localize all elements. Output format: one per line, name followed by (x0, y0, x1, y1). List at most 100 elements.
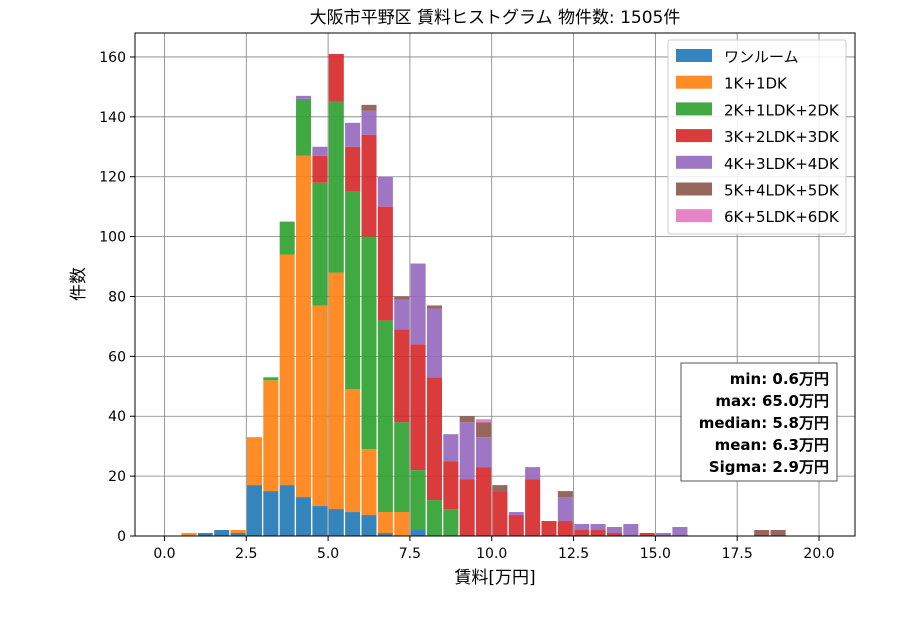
legend-label: 5K+4LDK+5DK (724, 182, 840, 200)
bar-segment-series-5-bin-20 (492, 485, 508, 492)
bar-segment-series-0-bin-2 (197, 533, 213, 536)
bar-segment-series-4-bin-24 (557, 497, 573, 522)
bar-segment-series-1-bin-6 (263, 380, 279, 492)
bar-segment-series-4-bin-11 (345, 122, 361, 147)
x-tick-label: 0.0 (153, 546, 175, 562)
bar-segment-series-5-bin-37 (770, 530, 786, 536)
y-tick-label: 140 (99, 110, 126, 126)
bar-segment-series-2-bin-11 (345, 191, 361, 390)
bar-segment-series-5-bin-16 (426, 305, 442, 309)
bar-segment-series-4-bin-19 (476, 437, 492, 468)
bar-segment-series-0-bin-10 (328, 509, 344, 536)
y-tick-label: 120 (99, 170, 126, 186)
legend-swatch (676, 155, 712, 169)
bar-segment-series-0-bin-7 (279, 485, 295, 536)
legend-label: 1K+1DK (724, 75, 788, 93)
bar-segment-series-3-bin-25 (574, 530, 590, 536)
x-tick-label: 7.5 (399, 546, 421, 562)
legend-swatch (676, 209, 712, 223)
bar-segment-series-4-bin-25 (574, 524, 590, 531)
bar-segment-series-5-bin-12 (361, 104, 377, 111)
bar-segment-series-3-bin-14 (394, 329, 410, 423)
bar-segment-series-4-bin-28 (623, 524, 639, 536)
x-tick-label: 17.5 (722, 546, 753, 562)
bar-segment-series-4-bin-21 (508, 512, 524, 516)
bar-segment-series-4-bin-18 (459, 422, 475, 480)
bar-segment-series-5-bin-24 (557, 491, 573, 498)
legend: ワンルーム 1K+1DK 2K+1LDK+2DK 3K+2LDK+3DK 4K+3LDK… (667, 39, 847, 235)
bar-segment-series-3-bin-23 (541, 521, 557, 536)
bar-segment-series-3-bin-13 (377, 206, 393, 321)
legend-frame (667, 39, 847, 235)
bar-segment-series-1-bin-8 (296, 155, 312, 498)
bar-segment-series-5-bin-36 (754, 530, 770, 536)
y-axis-ticks: 0 20 40 60 80 100 120 140 160 (99, 50, 135, 545)
bar-segment-series-3-bin-19 (476, 467, 492, 536)
bar-segment-series-3-bin-18 (459, 479, 475, 536)
bar-segment-series-4-bin-26 (590, 524, 606, 531)
bar-segment-series-5-bin-18 (459, 416, 475, 423)
bar-segment-series-0-bin-6 (263, 491, 279, 536)
legend-label: 3K+2LDK+3DK (724, 128, 840, 146)
bar-segment-series-2-bin-9 (312, 182, 328, 306)
bar-segment-series-0-bin-11 (345, 512, 361, 536)
bar-segment-series-4-bin-15 (410, 263, 426, 345)
bar-segment-series-3-bin-9 (312, 155, 328, 183)
bar-segment-series-0-bin-13 (377, 533, 393, 536)
x-tick-label: 20.0 (803, 546, 834, 562)
legend-items: ワンルーム 1K+1DK 2K+1LDK+2DK 3K+2LDK+3DK 4K+3LDK… (676, 48, 840, 226)
bar-segment-series-3-bin-20 (492, 491, 508, 536)
bar-segment-series-1-bin-10 (328, 272, 344, 510)
bar-segment-series-2-bin-14 (394, 422, 410, 513)
bar-segment-series-1-bin-4 (230, 530, 246, 534)
y-tick-label: 80 (108, 289, 126, 305)
bar-segment-series-2-bin-12 (361, 236, 377, 450)
bar-segment-series-3-bin-29 (639, 533, 655, 536)
bar-segment-series-6-bin-19 (476, 419, 492, 423)
bar-segment-series-0-bin-5 (246, 485, 262, 536)
x-axis-label: 賃料[万円] (454, 568, 535, 588)
bar-segment-series-4-bin-30 (656, 533, 672, 536)
bar-segment-series-4-bin-13 (377, 176, 393, 207)
y-tick-label: 20 (108, 469, 126, 485)
bar-segment-series-4-bin-16 (426, 308, 442, 378)
y-tick-label: 0 (117, 529, 126, 545)
y-tick-label: 160 (99, 50, 126, 66)
bar-segment-series-2-bin-15 (410, 470, 426, 531)
bar-segment-series-0-bin-4 (230, 533, 246, 536)
bar-segment-series-3-bin-22 (525, 479, 541, 536)
bar-segment-series-3-bin-12 (361, 134, 377, 237)
legend-swatch (676, 75, 712, 89)
y-tick-label: 100 (99, 230, 126, 246)
bar-segment-series-1-bin-13 (377, 512, 393, 534)
bar-segment-series-3-bin-27 (606, 533, 622, 536)
bar-segment-series-2-bin-17 (443, 509, 459, 536)
stat-median: median: 5.8万円 (699, 414, 829, 432)
bar-segment-series-3-bin-15 (410, 344, 426, 471)
bar-segment-series-5-bin-14 (394, 296, 410, 300)
bar-segment-series-2-bin-16 (426, 500, 442, 536)
legend-label: 6K+5LDK+6DK (724, 208, 840, 226)
legend-swatch (676, 102, 712, 116)
bar-segment-series-1-bin-14 (394, 512, 410, 536)
bar-segment-series-2-bin-13 (377, 320, 393, 513)
bar-segment-series-1-bin-9 (312, 305, 328, 507)
bar-segment-series-0-bin-15 (410, 530, 426, 536)
x-axis-ticks: 0.0 2.5 5.0 7.5 10.0 12.5 15.0 17.5 20.0 (153, 536, 835, 562)
x-tick-label: 12.5 (558, 546, 589, 562)
bar-segment-series-3-bin-26 (590, 530, 606, 536)
bar-segment-series-3-bin-16 (426, 377, 442, 501)
stat-sigma: Sigma: 2.9万円 (709, 458, 829, 476)
bar-segment-series-0-bin-9 (312, 506, 328, 536)
bar-segment-series-3-bin-17 (443, 461, 459, 510)
x-tick-label: 2.5 (235, 546, 257, 562)
stats-box: min: 0.6万円 max: 65.0万円 median: 5.8万円 mea… (680, 362, 838, 482)
bar-segment-series-4-bin-8 (296, 95, 312, 99)
y-tick-label: 60 (108, 349, 126, 365)
y-axis-label: 件数 (69, 267, 89, 301)
bar-segment-series-0-bin-12 (361, 515, 377, 536)
bar-segment-series-2-bin-6 (263, 377, 279, 381)
bar-segment-series-1-bin-12 (361, 449, 377, 516)
bar-segment-series-0-bin-3 (214, 530, 230, 536)
